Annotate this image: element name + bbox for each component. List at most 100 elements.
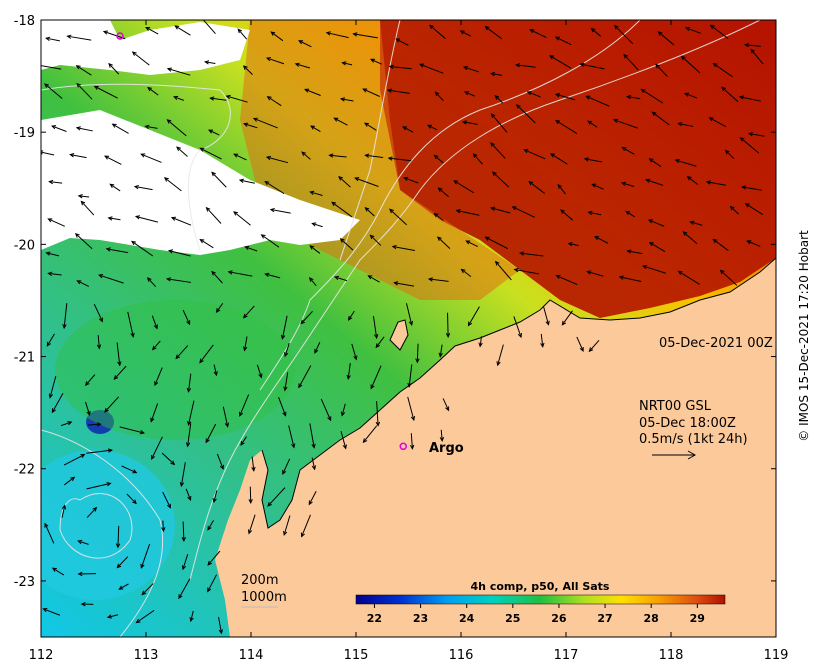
current-arrow — [211, 270, 223, 284]
current-arrow — [549, 55, 572, 69]
current-arrow — [743, 42, 761, 48]
current-arrow — [554, 119, 578, 134]
current-arrow — [80, 601, 94, 607]
current-arrow — [304, 88, 321, 96]
current-arrow — [240, 436, 247, 446]
current-arrow — [393, 281, 415, 287]
current-arrow — [225, 94, 248, 103]
current-arrow — [709, 24, 729, 39]
argo-float-marker-north[interactable] — [116, 32, 124, 40]
current-arrow — [340, 431, 347, 450]
current-arrow — [585, 95, 610, 107]
current-arrow — [677, 270, 700, 285]
current-arrow — [199, 344, 214, 364]
current-arrow — [437, 187, 449, 198]
current-arrow — [648, 241, 666, 253]
current-arrow — [529, 29, 547, 38]
current-arrow — [209, 96, 227, 101]
current-arrow — [207, 550, 221, 566]
plot-frame — [40, 19, 777, 638]
current-arrow — [490, 113, 508, 133]
current-arrow — [560, 209, 574, 221]
current-arrow — [347, 310, 355, 321]
current-arrow — [237, 28, 248, 40]
current-arrow — [115, 525, 121, 549]
current-arrow — [309, 190, 323, 196]
current-arrow — [133, 184, 153, 191]
current-arrow — [212, 490, 218, 504]
current-arrow — [674, 158, 697, 167]
current-arrow — [252, 117, 278, 129]
colorbar-tick-label: 23 — [413, 612, 428, 625]
current-arrow — [354, 177, 379, 187]
current-arrow — [85, 401, 91, 416]
current-arrow — [77, 571, 97, 577]
current-arrow — [77, 194, 90, 199]
current-arrow — [729, 205, 739, 215]
current-arrow — [513, 316, 523, 339]
x-tick-label: 112 — [29, 648, 54, 663]
current-arrow — [174, 25, 191, 36]
current-arrow — [269, 207, 291, 214]
current-arrow — [270, 31, 284, 42]
current-arrow — [463, 91, 475, 97]
current-arrow — [300, 514, 311, 538]
current-arrow — [80, 200, 95, 216]
current-arrow — [173, 95, 184, 101]
current-arrow — [738, 95, 761, 102]
current-arrow — [256, 364, 263, 379]
current-arrow — [438, 344, 443, 358]
current-arrow — [135, 609, 155, 624]
current-arrow — [86, 481, 112, 490]
current-arrow — [682, 231, 698, 245]
current-arrow — [389, 208, 408, 226]
current-arrow — [248, 486, 253, 505]
current-arrow — [60, 421, 73, 427]
current-arrow — [311, 457, 317, 471]
current-arrow — [131, 51, 150, 66]
current-arrow — [567, 241, 579, 247]
current-arrow — [677, 121, 694, 127]
current-arrow — [333, 117, 348, 126]
current-arrow — [331, 201, 353, 218]
current-arrow — [208, 129, 220, 136]
current-arrow — [741, 185, 762, 191]
current-arrow — [265, 57, 285, 65]
current-arrow — [523, 149, 546, 160]
current-arrow — [298, 40, 312, 48]
current-arrow — [612, 118, 638, 129]
current-arrow — [338, 175, 351, 188]
credit-text: © IMOS 15-Dec-2021 17:20 Hobart — [797, 230, 811, 442]
current-arrow — [176, 146, 188, 157]
current-arrow — [170, 216, 192, 226]
argo-float-marker[interactable] — [399, 442, 407, 451]
current-arrow — [187, 400, 195, 427]
current-arrow — [721, 86, 739, 103]
current-arrow — [151, 340, 161, 351]
current-arrow — [719, 269, 738, 286]
current-arrow — [647, 219, 665, 227]
current-arrow — [222, 406, 230, 428]
current-arrow — [166, 119, 187, 137]
scale-arrow — [652, 450, 697, 460]
current-arrow — [267, 487, 286, 507]
current-arrow — [583, 157, 602, 163]
warm-water-ne — [380, 20, 776, 318]
current-arrow — [301, 151, 311, 160]
current-arrow — [147, 86, 159, 96]
current-arrow — [84, 374, 96, 386]
current-arrow — [542, 305, 550, 326]
current-arrow — [386, 88, 410, 94]
contour-legend-200m: 200m — [241, 573, 278, 588]
current-arrow — [747, 131, 765, 137]
current-arrow — [309, 245, 321, 254]
current-arrow — [494, 95, 504, 104]
current-arrow — [467, 306, 480, 327]
current-arrow — [260, 234, 280, 248]
coastline — [261, 257, 776, 529]
contour-legend-1000m: 1000m — [241, 590, 287, 605]
current-arrow — [121, 465, 138, 474]
current-arrow — [579, 62, 605, 70]
current-arrow — [264, 272, 281, 279]
current-arrow — [216, 453, 224, 470]
